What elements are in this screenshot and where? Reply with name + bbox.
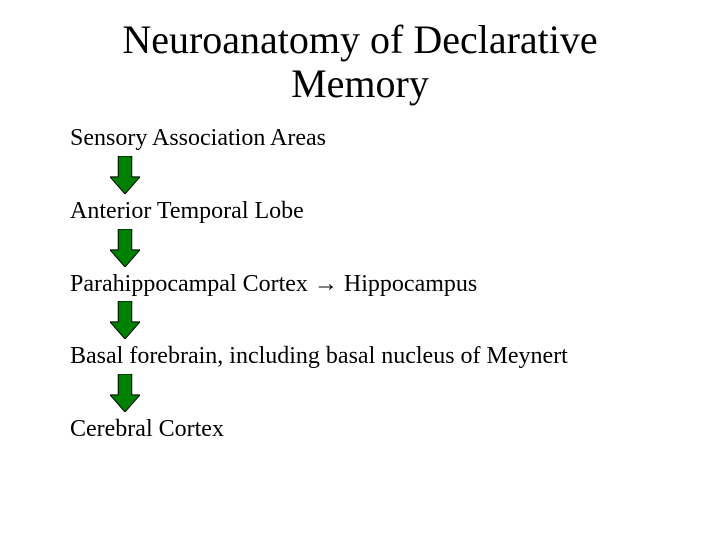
down-arrow-icon (110, 301, 140, 339)
step-row-1: Anterior Temporal Lobe (70, 197, 650, 226)
arrow-1 (70, 226, 650, 270)
step-row-4: Cerebral Cortex (70, 415, 650, 444)
slide-title: Neuroanatomy of Declarative Memory (70, 18, 650, 106)
step-row-2: Parahippocampal Cortex → Hippocampus (70, 270, 650, 299)
step-text-1: Anterior Temporal Lobe (70, 197, 650, 226)
step-row-3: Basal forebrain, including basal nucleus… (70, 342, 650, 371)
down-arrow-icon (110, 156, 140, 194)
slide: Neuroanatomy of Declarative Memory Senso… (0, 0, 720, 540)
step-row-0: Sensory Association Areas (70, 124, 650, 153)
arrow-3 (70, 371, 650, 415)
down-arrow-icon (110, 229, 140, 267)
step-text-3: Basal forebrain, including basal nucleus… (70, 342, 650, 371)
step-text-0: Sensory Association Areas (70, 124, 650, 153)
arrow-2 (70, 298, 650, 342)
arrow-0 (70, 153, 650, 197)
step-text-4: Cerebral Cortex (70, 415, 650, 444)
down-arrow-icon (110, 374, 140, 412)
step-text-2: Parahippocampal Cortex → Hippocampus (70, 270, 650, 299)
